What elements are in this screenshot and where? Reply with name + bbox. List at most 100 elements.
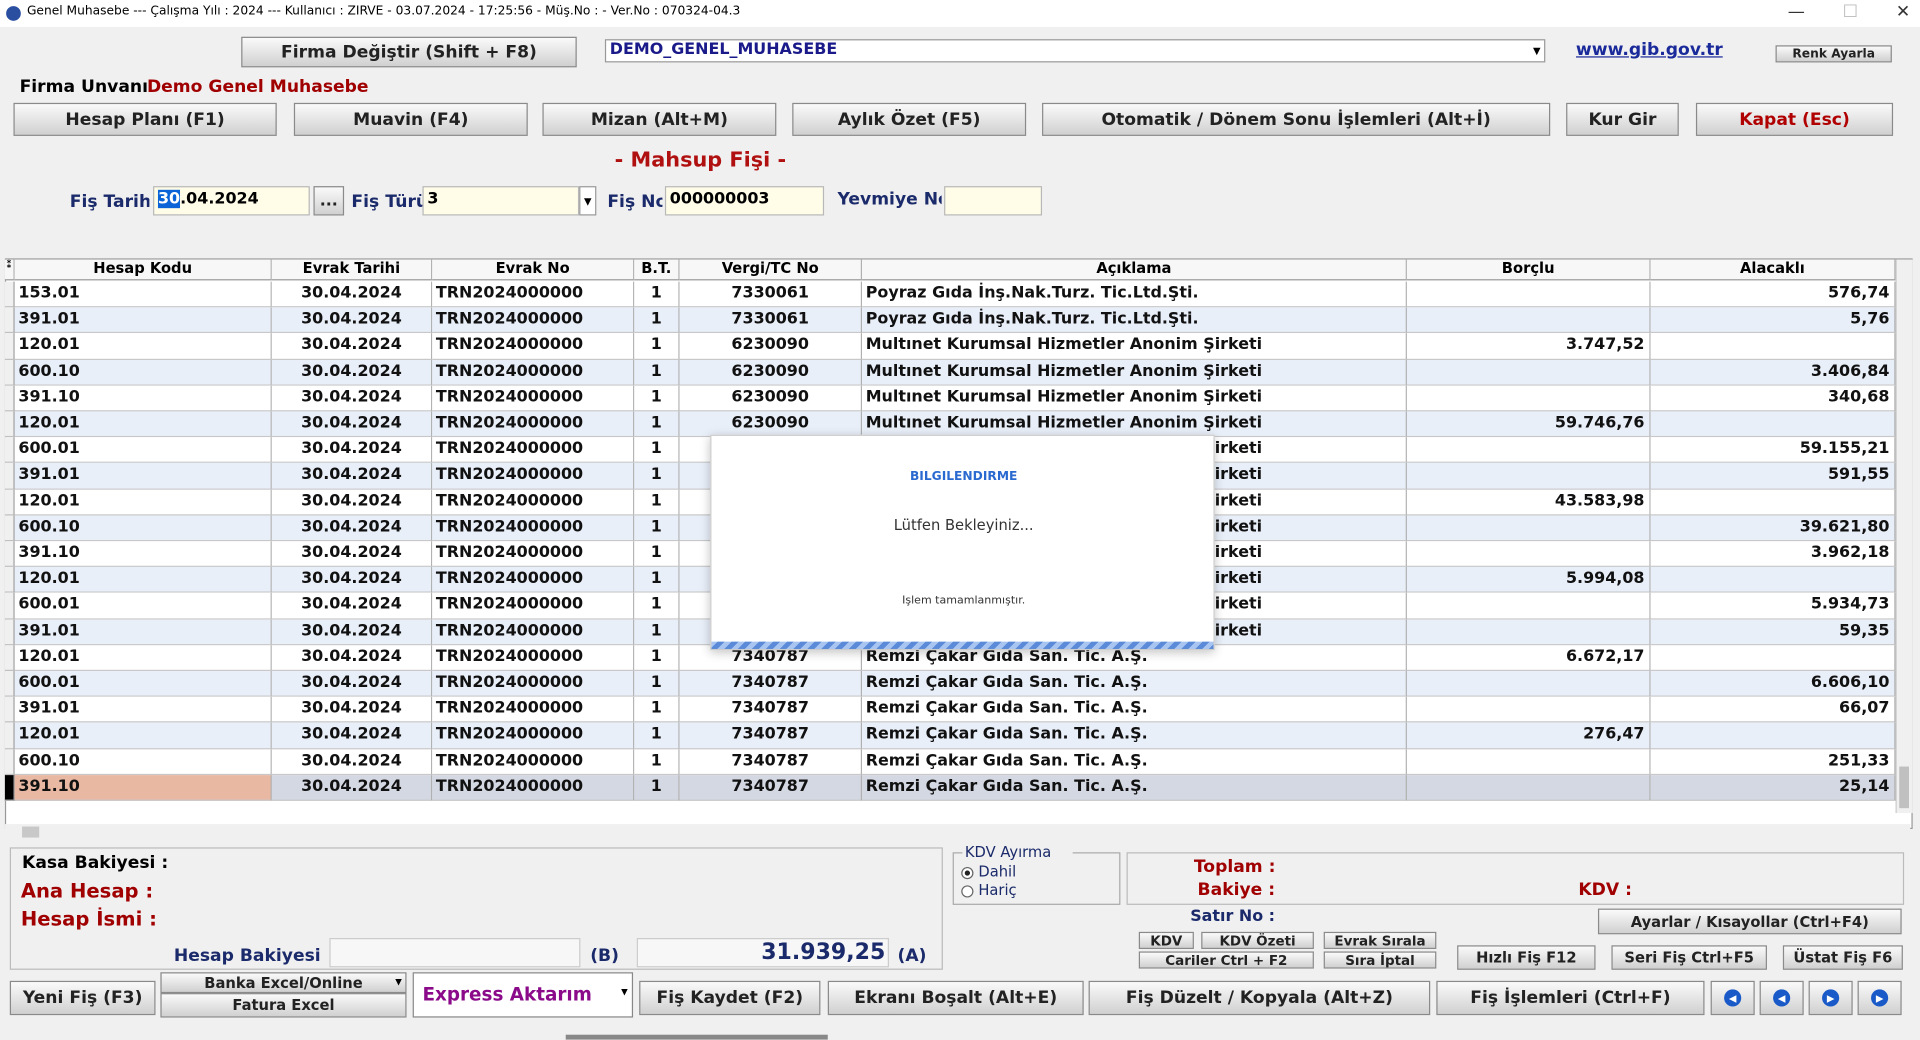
row-indicator xyxy=(4,567,15,594)
table-cell xyxy=(1406,463,1651,490)
small-button[interactable]: Hızlı Fiş F12 xyxy=(1457,945,1596,970)
row-indicator xyxy=(4,515,15,542)
label: Hesap İsmi : xyxy=(20,907,157,931)
radio[interactable] xyxy=(961,866,974,880)
table-cell: 7340787 xyxy=(679,748,863,775)
toolbar-button[interactable]: Aylık Özet (F5) xyxy=(792,102,1027,136)
toolbar-button[interactable]: Kapat (Esc) xyxy=(1695,102,1894,136)
table-cell: 3.406,84 xyxy=(1650,359,1896,386)
company-name: Demo Genel Muhasebe xyxy=(146,77,369,97)
small-button[interactable]: Cariler Ctrl + F2 xyxy=(1138,951,1314,969)
dropdown-arrow[interactable]: ▼ xyxy=(1532,45,1541,57)
select-input[interactable]: 3 xyxy=(422,186,580,216)
small-button[interactable]: Üstat Fiş F6 xyxy=(1782,945,1903,970)
toolbar-button[interactable]: Hesap Planı (F1) xyxy=(13,102,277,136)
row-indicator xyxy=(4,333,15,360)
bottom-button[interactable]: Fiş Kaydet (F2) xyxy=(639,980,821,1016)
table-cell: 30.04.2024 xyxy=(271,385,433,412)
table-cell: 59,35 xyxy=(1650,619,1896,646)
table-cell xyxy=(1650,645,1896,672)
table-cell: TRN2024000000 xyxy=(432,463,635,490)
column-header: Hesap Kodu xyxy=(14,259,272,281)
table-cell: TRN2024000000 xyxy=(432,333,635,360)
table-cell: 30.04.2024 xyxy=(271,645,433,672)
table-cell: 6230090 xyxy=(679,333,863,360)
table-cell: 7330061 xyxy=(679,307,863,334)
table-cell: 30.04.2024 xyxy=(271,541,433,568)
label: Toplam : xyxy=(1193,857,1276,877)
nav-button[interactable]: ▶ xyxy=(1808,980,1853,1016)
table-cell: 600.10 xyxy=(14,359,272,386)
company-select[interactable]: DEMO_GENEL_MUHASEBE xyxy=(604,39,1546,63)
small-button[interactable]: KDV Özeti xyxy=(1201,931,1314,949)
row-indicator xyxy=(4,359,15,386)
button[interactable]: Renk Ayarla xyxy=(1775,45,1892,63)
table-cell: 6230090 xyxy=(679,411,863,438)
dropdown-arrow[interactable]: ▼ xyxy=(395,977,402,987)
row-indicator xyxy=(4,385,15,412)
table-cell xyxy=(1406,696,1651,723)
table-cell xyxy=(1406,541,1651,568)
label: Kasa Bakiyesi : xyxy=(22,853,169,874)
dropdown-arrow[interactable]: ▼ xyxy=(579,186,597,216)
toolbar-button[interactable]: Kur Gir xyxy=(1566,102,1679,136)
bottom-button[interactable]: Ekranı Boşalt (Alt+E) xyxy=(827,980,1084,1016)
table-cell: 576,74 xyxy=(1650,281,1896,308)
dropdown-arrow[interactable]: ▼ xyxy=(621,986,628,997)
status-bar xyxy=(565,1034,828,1040)
date-input[interactable]: 30.04.2024 xyxy=(153,186,310,216)
table-cell: 30.04.2024 xyxy=(271,307,433,334)
radio-label[interactable]: Hariç xyxy=(978,881,1017,899)
text-input[interactable]: 000000003 xyxy=(664,186,825,216)
table-cell: Poyraz Gıda İnş.Nak.Turz. Tic.Ltd.Şti. xyxy=(862,307,1407,334)
toolbar-button[interactable]: Mizan (Alt+M) xyxy=(542,102,777,136)
toolbar-button[interactable]: Muavin (F4) xyxy=(293,102,528,136)
dialog: BİLGİLENDİRME Lütfen Bekleyiniz... İşlem t… xyxy=(710,434,1215,651)
bottom-button[interactable]: Yeni Fiş (F3) xyxy=(9,980,156,1016)
table-cell: TRN2024000000 xyxy=(432,541,635,568)
bottom-button[interactable]: Fiş Düzelt / Kopyala (Alt+Z) xyxy=(1088,980,1431,1016)
window-controls[interactable]: — ☐ ✕ xyxy=(1787,2,1911,23)
table-cell: 66,07 xyxy=(1650,696,1896,723)
vscroll-thumb xyxy=(1899,766,1909,809)
label: Firma Unvanı : xyxy=(19,77,155,97)
combo-button[interactable]: Fatura Excel xyxy=(160,993,407,1018)
table-cell: 120.01 xyxy=(14,722,272,749)
table-cell: 30.04.2024 xyxy=(271,722,433,749)
table-cell: Remzi Çakar Gıda San. Tic. A.Ş. xyxy=(862,696,1407,723)
button[interactable]: Firma Değiştir (Shift + F8) xyxy=(241,36,577,68)
row-indicator xyxy=(4,489,15,516)
table-cell: 6.672,17 xyxy=(1406,645,1651,672)
picker-button[interactable]: ... xyxy=(313,186,345,216)
table-cell: 276,47 xyxy=(1406,722,1651,749)
progress-bar xyxy=(711,641,1214,649)
nav-button[interactable]: ◀ xyxy=(1710,980,1755,1016)
small-button[interactable]: Seri Fiş Ctrl+F5 xyxy=(1611,945,1767,970)
table-cell: 391.01 xyxy=(14,619,272,646)
table-cell: 5.994,08 xyxy=(1406,567,1651,594)
table-cell: Multınet Kurumsal Hizmetler Anonim Şirke… xyxy=(862,411,1407,438)
small-button[interactable]: Ayarlar / Kısayollar (Ctrl+F4) xyxy=(1597,908,1902,935)
table-cell: 600.01 xyxy=(14,671,272,697)
nav-button[interactable]: ◀ xyxy=(1759,980,1804,1016)
nav-button[interactable]: ▶ xyxy=(1857,980,1902,1016)
table-cell xyxy=(1406,307,1651,334)
dialog-message: Lütfen Bekleyiniz... xyxy=(893,516,1034,534)
table-cell: 6230090 xyxy=(679,359,863,386)
table-cell: 1 xyxy=(634,281,680,308)
radio[interactable] xyxy=(961,885,974,898)
bottom-button[interactable]: Fiş İşlemleri (Ctrl+F) xyxy=(1436,980,1705,1016)
link[interactable]: www.gib.gov.tr xyxy=(1575,40,1723,61)
label: Bakiye : xyxy=(1197,880,1276,901)
small-button[interactable]: KDV xyxy=(1138,931,1194,949)
table-cell: 7340787 xyxy=(679,722,863,749)
radio-label[interactable]: Dahil xyxy=(978,863,1017,881)
small-button[interactable]: Evrak Sırala xyxy=(1323,931,1437,949)
combo-button[interactable]: Banka Excel/Online xyxy=(160,972,407,994)
table-cell xyxy=(1406,671,1651,697)
toolbar-button[interactable]: Otomatik / Dönem Sonu İşlemleri (Alt+İ) xyxy=(1042,102,1551,136)
small-button[interactable]: Sıra İptal xyxy=(1323,951,1437,969)
express-select[interactable]: Express Aktarım xyxy=(412,972,634,1018)
table-cell: Poyraz Gıda İnş.Nak.Turz. Tic.Ltd.Şti. xyxy=(862,281,1407,308)
text-input[interactable] xyxy=(944,186,1043,216)
